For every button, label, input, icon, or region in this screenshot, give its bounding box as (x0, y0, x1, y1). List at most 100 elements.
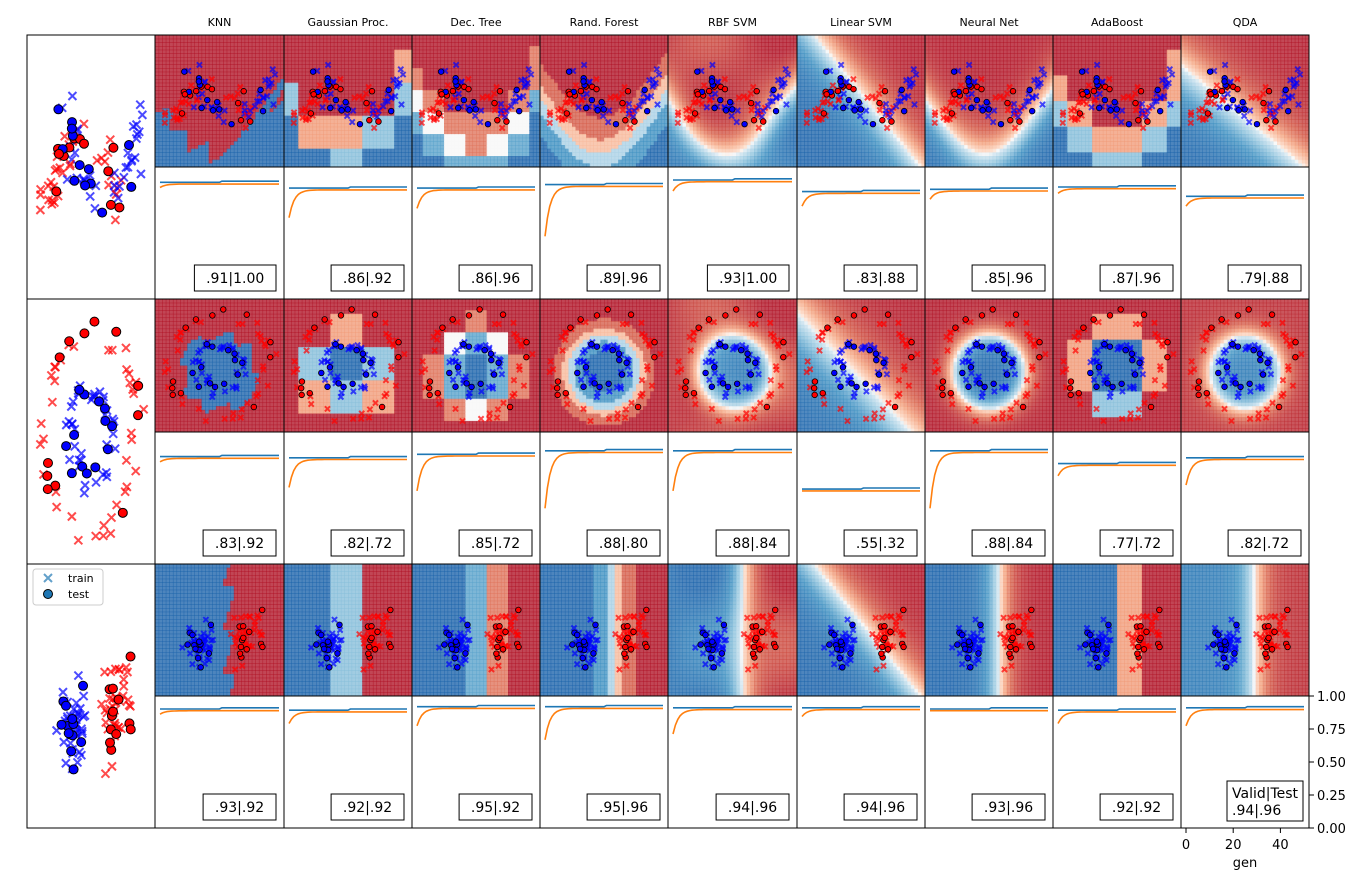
boundary-cell (490, 46, 495, 51)
boundary-cell (319, 148, 324, 153)
boundary-cell (337, 60, 342, 65)
boundary-cell (215, 152, 221, 157)
boundary-cell (194, 134, 199, 139)
boundary-cell (280, 148, 284, 153)
boundary-cell (376, 53, 381, 58)
boundary-cell (298, 130, 303, 135)
boundary-cell (294, 97, 299, 102)
boundary-cell (500, 79, 506, 84)
boundary-cell (223, 71, 228, 76)
boundary-cell (158, 71, 163, 76)
boundary-cell (454, 134, 459, 139)
boundary-cell (248, 93, 253, 98)
boundary-cell (486, 112, 491, 117)
boundary-cell (500, 123, 506, 128)
boundary-cell (376, 49, 381, 54)
boundary-cell (415, 148, 420, 153)
boundary-cell (180, 145, 185, 150)
boundary-cell (298, 141, 303, 146)
test-point-red (494, 117, 501, 124)
boundary-cell (258, 68, 264, 73)
boundary-cell (291, 101, 296, 106)
boundary-cell (540, 64, 545, 69)
boundary-cell (340, 97, 346, 102)
boundary-cell (244, 86, 249, 91)
boundary-cell (294, 75, 299, 80)
boundary-cell (564, 75, 570, 80)
test-point-blue (484, 120, 492, 128)
train-point-blue (134, 127, 144, 137)
boundary-cell (316, 104, 321, 109)
boundary-cell (525, 38, 530, 43)
boundary-cell (226, 163, 231, 167)
boundary-cell (284, 159, 289, 164)
boundary-cell (190, 75, 196, 80)
boundary-cell (230, 90, 235, 95)
boundary-cell (326, 123, 331, 128)
boundary-cell (486, 115, 491, 120)
boundary-cell (493, 53, 498, 58)
boundary-cell (426, 141, 431, 146)
boundary-cell (187, 141, 192, 146)
boundary-cell (468, 112, 474, 117)
boundary-cell (301, 137, 306, 142)
boundary-cell (301, 156, 306, 161)
boundary-cell (408, 104, 412, 109)
boundary-cell (308, 148, 314, 153)
boundary-cell (547, 159, 552, 164)
boundary-cell (280, 101, 284, 106)
boundary-cell (323, 104, 328, 109)
boundary-cell (158, 148, 163, 153)
test-point-blue (452, 78, 459, 85)
boundary-cell (223, 137, 228, 142)
boundary-cell (557, 93, 562, 98)
boundary-cell (522, 126, 527, 131)
boundary-cell (465, 53, 470, 58)
boundary-cell (355, 68, 360, 73)
boundary-cell (280, 156, 284, 161)
boundary-cell (404, 64, 410, 69)
boundary-cell (490, 35, 495, 40)
boundary-cell (429, 145, 434, 150)
boundary-cell (319, 141, 324, 146)
test-point-red (234, 99, 242, 107)
boundary-cell (415, 123, 420, 128)
boundary-cell (365, 145, 370, 150)
boundary-cell (401, 90, 406, 95)
boundary-cell (276, 159, 282, 164)
boundary-cell (412, 130, 417, 135)
boundary-cell (444, 46, 449, 51)
boundary-cell (316, 163, 321, 167)
boundary-cell (447, 148, 452, 153)
boundary-cell (376, 137, 381, 142)
boundary-cell (266, 38, 271, 43)
boundary-cell (344, 42, 349, 47)
boundary-cell (340, 60, 346, 65)
boundary-cell (458, 112, 463, 117)
boundary-cell (540, 79, 545, 84)
boundary-cell (230, 148, 235, 153)
boundary-cell (444, 152, 449, 157)
boundary-cell (194, 159, 199, 164)
boundary-cell (500, 97, 506, 102)
boundary-cell (301, 152, 306, 157)
boundary-cell (212, 46, 217, 51)
boundary-cell (230, 71, 235, 76)
boundary-cell (518, 68, 523, 73)
boundary-cell (380, 57, 385, 62)
boundary-cell (251, 46, 256, 51)
boundary-cell (458, 68, 463, 73)
boundary-cell (468, 156, 474, 161)
boundary-cell (155, 156, 160, 161)
boundary-cell (251, 42, 256, 47)
boundary-cell (291, 159, 296, 164)
boundary-cell (397, 38, 402, 43)
boundary-cell (266, 42, 271, 47)
boundary-cell (426, 152, 431, 157)
boundary-cell (333, 112, 338, 117)
boundary-cell (230, 35, 235, 40)
boundary-cell (561, 134, 566, 139)
boundary-cell (276, 104, 282, 109)
boundary-cell (447, 46, 452, 51)
boundary-cell (404, 35, 410, 40)
